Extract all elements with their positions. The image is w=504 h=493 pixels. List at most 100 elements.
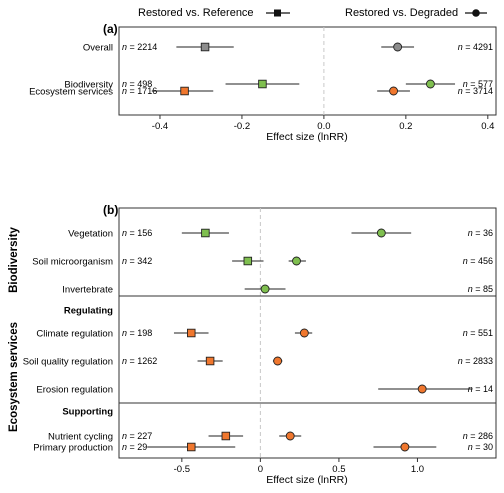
point-reference-nutrient-cycling [221,431,231,441]
point-degraded-ecosystem-services [389,86,399,96]
n-label-reference-nutrient-cycling: n = 227 [122,431,152,441]
n-label-degraded-overall-value: = 4291 [463,42,493,52]
x-tick-label: 0.2 [399,121,412,132]
n-label-reference-nutrient-cycling-value: = 227 [127,431,152,441]
subheader-supporting: Supporting [62,407,113,418]
n-label-reference-vegetation: n = 156 [122,228,152,238]
row-label-primary-production: Primary production [33,443,113,454]
point-degraded-overall [393,42,403,52]
point-reference-climate-regulation [187,328,196,338]
n-label-degraded-vegetation: n = 36 [468,228,493,238]
subheader-regulating: Regulating [64,306,113,317]
n-label-reference-vegetation-value: = 156 [127,228,152,238]
n-label-degraded-climate-regulation-value: = 551 [468,328,493,338]
n-label-reference-soil-microorganism-symbol: n [122,256,127,266]
point-degraded-soil-quality-regulation [273,356,283,366]
n-label-reference-overall-value: = 2214 [127,42,157,52]
x-tick-label: -0.2 [234,121,250,132]
n-label-reference-primary-production-symbol: n [122,442,127,452]
panel-b-plot-area: -0.5 0 0.5 1.0 Regulating Supporting Vegetatio… [23,208,496,475]
n-label-degraded-vegetation-value: = 36 [473,228,493,238]
n-label-reference-nutrient-cycling-symbol: n [122,431,127,441]
n-label-degraded-erosion-regulation-value: = 14 [473,384,493,394]
n-label-reference-biodiversity: n = 498 [122,79,152,89]
legend-label-reference: Restored vs. Reference [138,7,254,19]
point-reference-vegetation [201,228,210,238]
x-tick-label: 0.4 [481,121,494,132]
point-reference-overall [200,42,210,52]
n-label-reference-soil-microorganism-value: = 342 [127,256,152,266]
point-degraded-soil-microorganism [292,256,301,266]
legend-label-degraded: Restored vs. Degraded [345,7,458,19]
n-label-degraded-invertebrate-symbol: n [468,284,473,294]
n-label-reference-overall: n = 2214 [122,42,157,52]
point-degraded-invertebrate [260,284,270,294]
n-label-degraded-biodiversity-value: = 577 [468,79,493,89]
n-label-degraded-primary-production: n = 30 [468,442,493,452]
n-label-degraded-soil-microorganism-symbol: n [463,256,468,266]
n-label-reference-climate-regulation-symbol: n [122,328,127,338]
n-label-degraded-nutrient-cycling-value: = 286 [468,431,493,441]
n-label-reference-soil-quality-regulation-value: = 1262 [127,356,157,366]
x-tick-label: 0 [258,464,263,475]
n-label-reference-overall-symbol: n [122,42,127,52]
n-label-degraded-climate-regulation-symbol: n [463,328,468,338]
n-label-reference-soil-quality-regulation-symbol: n [122,356,127,366]
x-tick-label: -0.5 [174,464,190,475]
legend-square-marker [274,9,281,17]
point-degraded-primary-production [400,442,410,452]
n-label-degraded-climate-regulation: n = 551 [463,328,493,338]
n-label-degraded-ecosystem-services: n = 3714 [458,86,493,96]
n-label-degraded-biodiversity-symbol: n [463,79,468,89]
x-tick-label: -0.4 [152,121,168,132]
n-label-reference-climate-regulation: n = 198 [122,328,152,338]
panel-b-x-axis-label: Effect size (lnRR) [266,474,348,486]
point-reference-primary-production [187,442,196,452]
panel-a-label: (a) [103,22,118,36]
panel-b-label: (b) [103,203,118,217]
n-label-reference-climate-regulation-value: = 198 [127,328,152,338]
n-label-degraded-nutrient-cycling-symbol: n [463,431,468,441]
n-label-reference-biodiversity-value: = 498 [127,79,152,89]
n-label-degraded-invertebrate-value: = 85 [473,284,493,294]
n-label-degraded-biodiversity: n = 577 [463,79,493,89]
point-reference-ecosystem-services [180,86,189,96]
point-degraded-biodiversity [425,79,435,89]
n-label-degraded-soil-quality-regulation-value: = 2833 [463,356,493,366]
n-label-degraded-ecosystem-services-symbol: n [458,86,463,96]
point-degraded-climate-regulation [299,328,309,338]
n-label-degraded-invertebrate: n = 85 [468,284,493,294]
point-degraded-vegetation [376,228,386,238]
n-label-degraded-nutrient-cycling: n = 286 [463,431,493,441]
n-label-reference-ecosystem-services-value: = 1716 [127,86,157,96]
n-label-reference-primary-production: n = 29 [122,442,147,452]
n-label-degraded-overall-symbol: n [458,42,463,52]
point-degraded-nutrient-cycling [285,431,295,441]
n-label-reference-ecosystem-services: n = 1716 [122,86,157,96]
n-label-degraded-vegetation-symbol: n [468,228,473,238]
n-label-degraded-primary-production-symbol: n [468,442,473,452]
n-label-degraded-overall: n = 4291 [458,42,493,52]
n-label-degraded-soil-quality-regulation-symbol: n [458,356,463,366]
n-label-degraded-erosion-regulation-symbol: n [468,384,473,394]
point-reference-soil-microorganism [243,256,253,266]
row-label-ecosystem-services: Ecosystem services [29,87,113,98]
n-label-degraded-primary-production-value: = 30 [473,442,493,452]
n-label-degraded-ecosystem-services-value: = 3714 [463,86,493,96]
n-label-reference-soil-microorganism: n = 342 [122,256,152,266]
panel-a-x-axis-label: Effect size (lnRR) [266,131,348,143]
row-label-invertebrate: Invertebrate [62,285,113,296]
n-label-degraded-soil-microorganism-value: = 456 [468,256,493,266]
n-label-degraded-soil-quality-regulation: n = 2833 [458,356,493,366]
row-label-climate-regulation: Climate regulation [36,329,113,340]
x-tick-label: 0.5 [332,464,345,475]
row-label-soil-quality-regulation: Soil quality regulation [23,357,113,368]
group-label-biodiversity: Biodiversity [8,226,20,292]
panel-b: (b) -0.5 0 0.5 1.0 Regulating Supporting Veget… [8,203,497,486]
row-label-nutrient-cycling: Nutrient cycling [48,432,113,443]
n-label-reference-primary-production-value: = 29 [127,442,147,452]
row-label-soil-microorganism: Soil microorganism [32,257,113,268]
legend: Restored vs. Reference Restored vs. Degr… [138,7,487,19]
x-tick-label: 1.0 [411,464,424,475]
